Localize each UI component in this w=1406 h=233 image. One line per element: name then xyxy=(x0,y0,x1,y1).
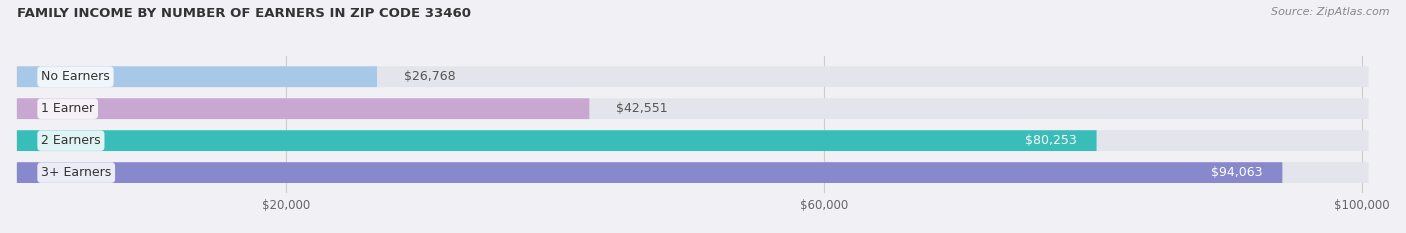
FancyBboxPatch shape xyxy=(17,162,1282,183)
Text: $42,551: $42,551 xyxy=(616,102,668,115)
Text: $94,063: $94,063 xyxy=(1211,166,1263,179)
Text: 3+ Earners: 3+ Earners xyxy=(41,166,111,179)
FancyBboxPatch shape xyxy=(17,130,1097,151)
FancyBboxPatch shape xyxy=(17,162,1368,183)
Text: Source: ZipAtlas.com: Source: ZipAtlas.com xyxy=(1271,7,1389,17)
Text: 2 Earners: 2 Earners xyxy=(41,134,101,147)
Text: $26,768: $26,768 xyxy=(404,70,456,83)
Text: $80,253: $80,253 xyxy=(1025,134,1077,147)
Text: No Earners: No Earners xyxy=(41,70,110,83)
FancyBboxPatch shape xyxy=(17,98,589,119)
Text: 1 Earner: 1 Earner xyxy=(41,102,94,115)
FancyBboxPatch shape xyxy=(17,66,377,87)
FancyBboxPatch shape xyxy=(17,66,1368,87)
Text: FAMILY INCOME BY NUMBER OF EARNERS IN ZIP CODE 33460: FAMILY INCOME BY NUMBER OF EARNERS IN ZI… xyxy=(17,7,471,20)
FancyBboxPatch shape xyxy=(17,98,1368,119)
FancyBboxPatch shape xyxy=(17,130,1368,151)
